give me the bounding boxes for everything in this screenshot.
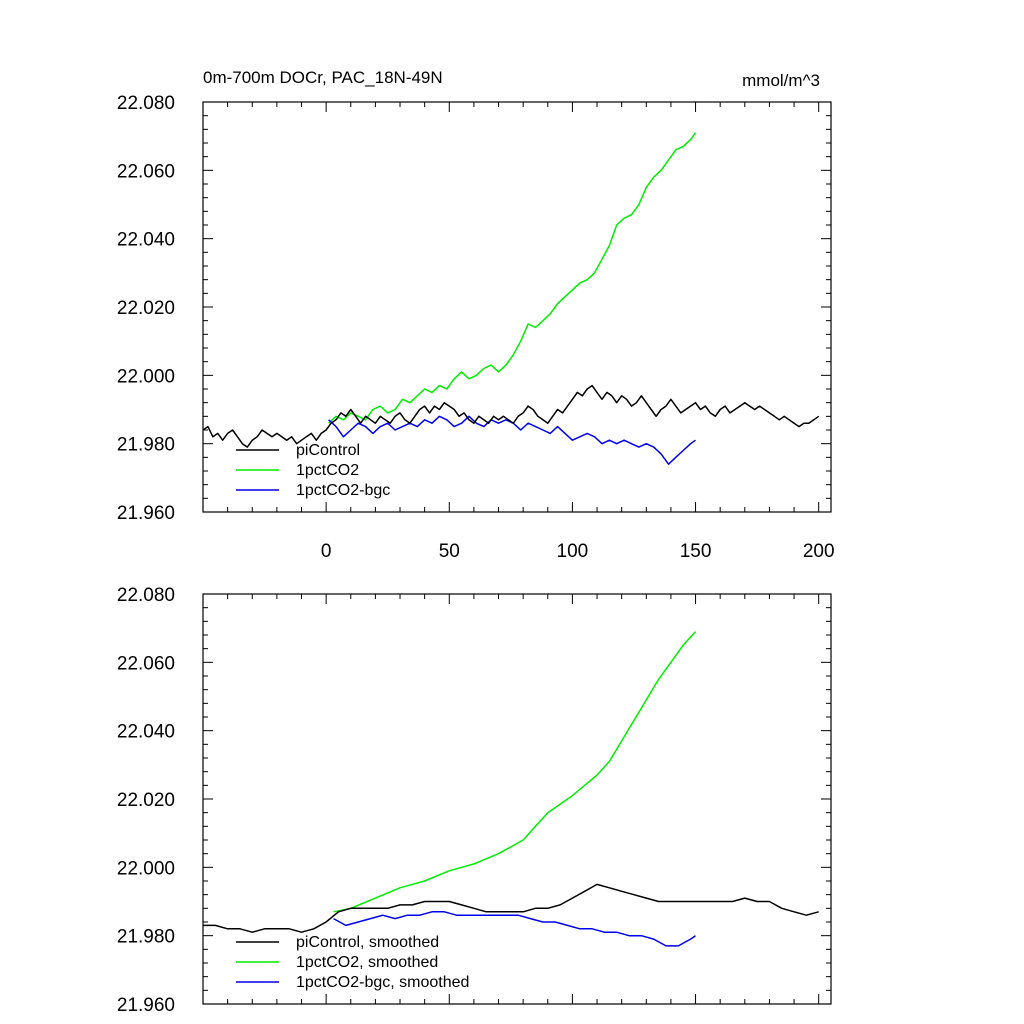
- series-line-picontrol: [202, 384, 820, 448]
- y-tick-label: 21.980: [117, 927, 175, 948]
- y-tick-label: 22.020: [117, 790, 175, 811]
- series-line-1pctco2: [328, 132, 697, 424]
- chart-title: 0m-700m DOCr, PAC_18N-49N: [203, 68, 443, 87]
- y-tick-label: 21.960: [117, 503, 175, 524]
- y-tick-label: 22.080: [117, 93, 175, 114]
- y-tick-label: 22.020: [117, 298, 175, 319]
- series-line-1pctco2-smoothed: [333, 631, 697, 913]
- y-tick-label: 22.000: [117, 858, 175, 879]
- legend-label: piControl, smoothed: [296, 934, 439, 951]
- y-tick-label: 22.060: [117, 653, 175, 674]
- series-line-picontrol-smoothed: [203, 883, 819, 933]
- series-line-1pctco2-bgc-smoothed: [333, 911, 696, 947]
- y-tick-label: 22.040: [117, 722, 175, 743]
- y-tick-label: 22.060: [117, 161, 175, 182]
- top-panel: 0m-700m DOCr, PAC_18N-49N mmol/m^3 21.96…: [117, 68, 835, 562]
- x-tick-label: 150: [680, 541, 712, 562]
- y-tick-label: 22.000: [117, 366, 175, 387]
- y-tick-label: 21.980: [117, 435, 175, 456]
- legend-label: piControl: [296, 442, 360, 459]
- legend-label: 1pctCO2: [296, 462, 359, 479]
- bottom-panel: 21.960 21.980 22.000 22.020 22.040 22.060 22.0…: [117, 585, 832, 1016]
- x-tick-label: 0: [321, 541, 332, 562]
- legend-label: 1pctCO2, smoothed: [296, 954, 438, 971]
- y-tick-label: 22.040: [117, 230, 175, 251]
- legend-label: 1pctCO2-bgc: [296, 482, 390, 499]
- units-label: mmol/m^3: [742, 71, 820, 90]
- x-tick-label: 100: [557, 541, 589, 562]
- legend-label: 1pctCO2-bgc, smoothed: [296, 974, 469, 991]
- series-line-1pctco2-bgc: [328, 415, 696, 465]
- y-tick-label: 22.080: [117, 585, 175, 606]
- x-tick-label: 200: [803, 541, 835, 562]
- y-tick-label: 21.960: [117, 995, 175, 1016]
- x-tick-label: 50: [439, 541, 460, 562]
